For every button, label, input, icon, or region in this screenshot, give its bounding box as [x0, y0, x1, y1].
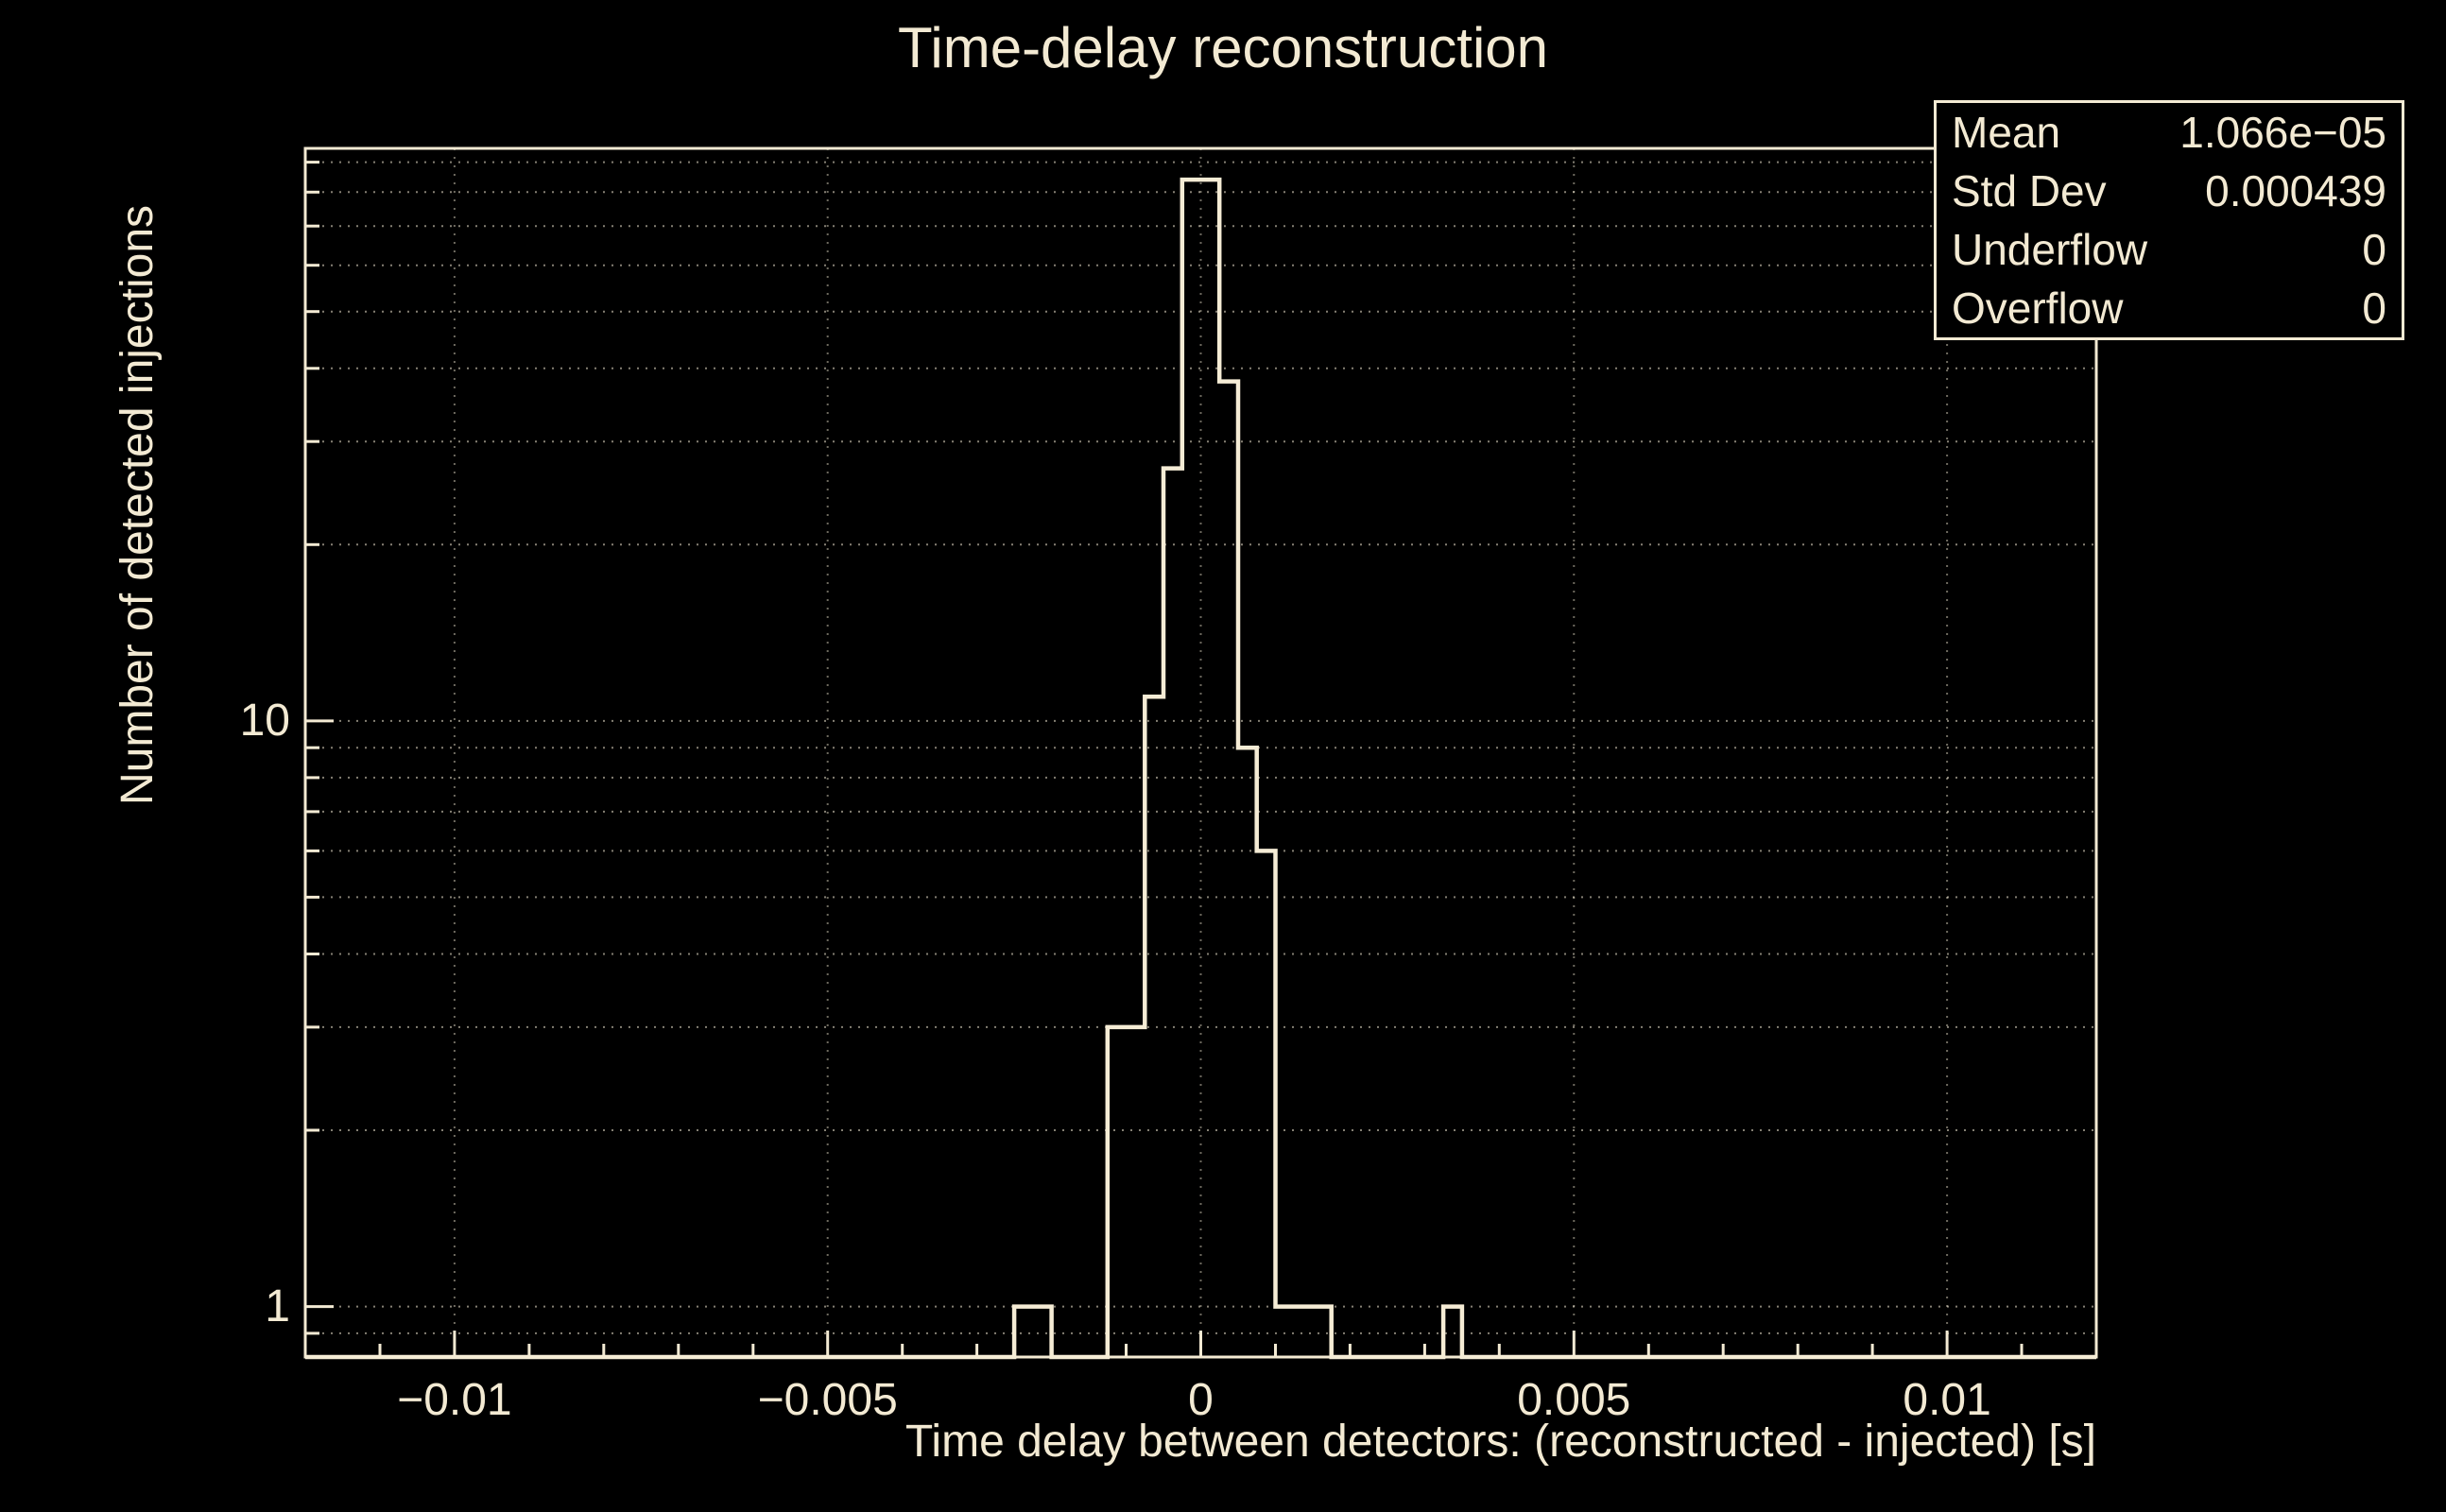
x-tick-label: 0.005: [1517, 1375, 1631, 1425]
stats-row-underflow: Underflow 0: [1937, 220, 2402, 279]
stats-value: 0: [2362, 225, 2386, 274]
stats-row-mean: Mean 1.066e−05: [1937, 103, 2402, 162]
x-tick-label: −0.005: [757, 1375, 898, 1425]
y-tick-label: 10: [239, 695, 290, 746]
stats-label: Underflow: [1952, 225, 2148, 274]
stats-label: Mean: [1952, 108, 2061, 157]
stats-label: Std Dev: [1952, 166, 2107, 215]
y-tick-label: 1: [265, 1280, 290, 1332]
plot-title: Time-delay reconstruction: [897, 16, 1549, 79]
x-tick-label: −0.01: [397, 1375, 512, 1425]
stats-box: Mean 1.066e−05 Std Dev 0.000439 Underflo…: [1934, 100, 2404, 340]
histogram-step-line: [305, 177, 2096, 1360]
x-tick-label: 0: [1188, 1375, 1214, 1425]
x-axis-label: Time delay between detectors: (reconstru…: [904, 1417, 2096, 1467]
stats-value: 1.066e−05: [2179, 108, 2386, 157]
stats-value: 0.000439: [2205, 166, 2386, 215]
stats-row-overflow: Overflow 0: [1937, 279, 2402, 337]
y-axis-label: Number of detected injections: [112, 204, 163, 805]
stats-row-stddev: Std Dev 0.000439: [1937, 162, 2402, 220]
x-tick-label: 0.01: [1903, 1375, 1991, 1425]
stats-value: 0: [2362, 284, 2386, 333]
stats-label: Overflow: [1952, 284, 2124, 333]
